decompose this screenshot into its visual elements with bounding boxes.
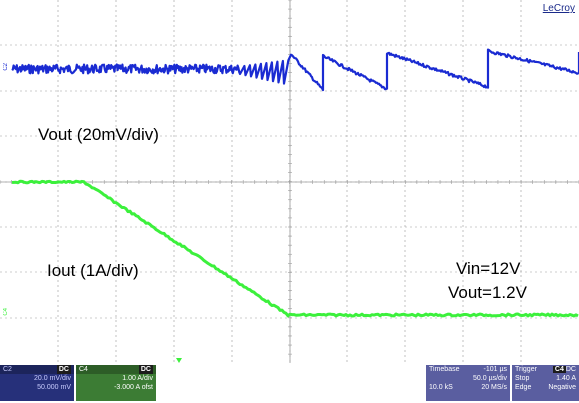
trigger-coupling: DC (565, 366, 576, 373)
brand-logo: LeCroy (542, 3, 575, 14)
c4-settings-box[interactable]: C4 DC 1.00 A/div -3.000 A ofst (76, 365, 156, 401)
trigger-level: 1.40 A (556, 375, 576, 382)
c2-vout-trace (11, 48, 579, 92)
c4-offset: -3.000 A ofst (114, 384, 153, 391)
status-bar: C2 DC 20.0 mV/div 50.000 mV C4 DC 1.00 A/d… (0, 363, 579, 403)
c4-iout-trace (11, 179, 579, 318)
trigger-type: Edge (515, 384, 532, 391)
timebase-delay: -101 µs (483, 366, 508, 373)
trigger-box[interactable]: Trigger C4 DC Stop 1.40 A Edge Negative (512, 365, 579, 401)
c2-offset: 50.000 mV (37, 384, 71, 391)
c4-label: C4 (79, 366, 88, 373)
c4-marker: C4 (3, 308, 9, 316)
vout-label: Vout=1.2V (448, 283, 527, 302)
c2-coupling: DC (56, 365, 71, 374)
c2-settings-box[interactable]: C2 DC 20.0 mV/div 50.000 mV (0, 365, 74, 401)
trigger-label: Trigger (515, 366, 537, 373)
c4-vdiv: 1.00 A/div (122, 375, 153, 382)
waveform-display (0, 0, 579, 363)
timebase-tdiv: 50.0 µs/div (473, 375, 507, 382)
c4-coupling: DC (138, 365, 153, 374)
trigger-slope: Negative (548, 384, 576, 391)
vin-label: Vin=12V (456, 259, 521, 278)
c2-vdiv: 20.0 mV/div (34, 375, 71, 382)
trigger-position-icon (176, 358, 182, 363)
timebase-label: Timebase (429, 366, 460, 373)
timebase-box[interactable]: Timebase -101 µs 50.0 µs/div 10.0 kS 20 MS… (426, 365, 510, 401)
iout-scale-label: Iout (1A/div) (47, 261, 139, 280)
trigger-channel: C4 (552, 366, 566, 373)
timebase-rate: 20 MS/s (481, 384, 507, 391)
vout-scale-label: Vout (20mV/div) (38, 125, 159, 144)
c2-marker: C2 (3, 63, 9, 71)
c2-label: C2 (3, 366, 12, 373)
timebase-samples: 10.0 kS (429, 384, 453, 391)
trigger-mode: Stop (515, 375, 530, 382)
